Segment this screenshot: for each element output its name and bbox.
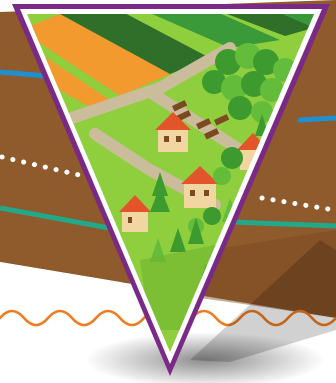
conifer-tree [150,186,170,212]
blue-stripe-right [297,115,336,123]
field-row [120,14,280,48]
garden-bed [196,118,212,130]
house [181,166,219,208]
teal-stripe-left [0,205,121,233]
triangle-shadow [85,332,325,383]
tree-grove [202,43,297,123]
tree [203,207,221,225]
tree [215,49,241,75]
tree [260,78,284,102]
field-row [27,14,170,96]
tree [213,167,231,185]
tree [221,147,243,169]
conifer-tree [188,218,204,244]
dotted-line-left [0,154,95,181]
dotted-line-right [259,195,336,213]
garden-bed [214,114,230,126]
triangle-cast-shadow [190,240,336,362]
garden-beds [172,100,230,140]
tree [221,75,247,101]
field-row [60,14,210,74]
garden-bed [204,128,220,140]
garden-bed [172,100,188,112]
tree [251,101,273,123]
house [155,112,191,152]
village-trees [188,147,243,234]
teal-stripe-right [231,219,336,229]
tree [202,70,226,94]
tree [228,96,252,120]
conifer-tree [170,228,186,252]
garden-bed [176,110,192,122]
field-row [190,14,314,36]
ground-shade [190,230,336,318]
tree [253,49,279,75]
conifer-tree [152,172,168,196]
house [119,195,151,232]
